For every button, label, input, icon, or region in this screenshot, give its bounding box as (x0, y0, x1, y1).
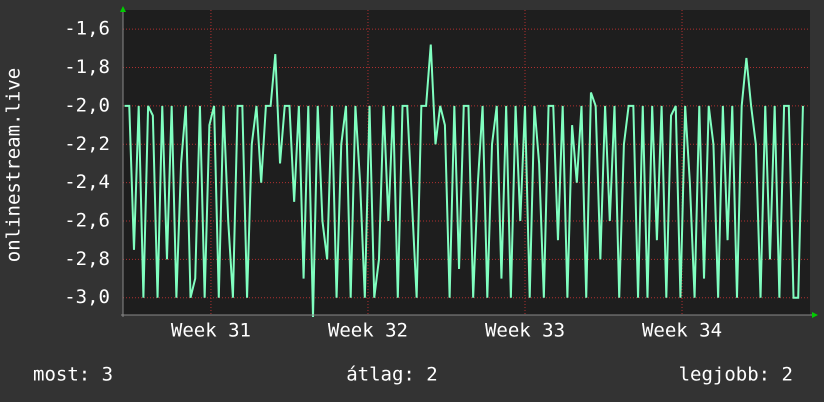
plot: -1,6 -1,8 -2,0 -2,2 -2,4 -2,6 -2,8 -3,0 Week 31 W… (64, 10, 810, 342)
y-tick-label: -1,8 (64, 56, 110, 78)
footer-max: legjobb: 2 (679, 364, 793, 386)
y-tick-label: -2,4 (64, 171, 110, 193)
x-tick-label: Week 34 (642, 320, 722, 342)
y-tick-label: -1,6 (64, 18, 110, 40)
y-tick-label: -2,6 (64, 210, 110, 232)
x-tick-label: Week 31 (171, 320, 251, 342)
y-axis-label: onlinestream.live (3, 68, 25, 262)
y-axis-arrow (120, 6, 126, 12)
y-tick-label: -2,2 (64, 133, 110, 155)
x-axis-arrow (812, 312, 818, 318)
x-tick-label: Week 33 (485, 320, 565, 342)
footer-current: most: 3 (33, 364, 113, 386)
x-tick-label: Week 32 (328, 320, 408, 342)
footer-average: átlag: 2 (346, 364, 438, 386)
y-tick-label: -2,8 (64, 248, 110, 270)
data-line (124, 44, 804, 317)
y-tick-label: -3,0 (64, 286, 110, 308)
y-tick-label: -2,0 (64, 94, 110, 116)
